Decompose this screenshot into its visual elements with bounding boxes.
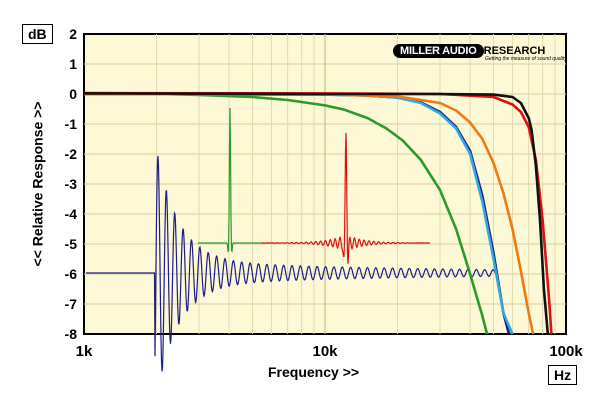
- x-tick-label: 1k: [76, 343, 93, 360]
- x-axis-label: Frequency >>: [268, 364, 360, 380]
- impulse-green: [198, 107, 262, 253]
- y-tick-label: -5: [65, 236, 78, 252]
- y-tick-label: -2: [65, 146, 78, 162]
- brand-name: MILLER AUDIO: [393, 44, 484, 58]
- y-axis-label: << Relative Response >>: [29, 101, 46, 267]
- brand-tagline: Getting the measure of sound quality: [485, 56, 567, 62]
- impulse-response-insets: [86, 107, 498, 372]
- brand-research: RESEARCH: [483, 45, 546, 57]
- y-tick-label: 2: [69, 26, 77, 42]
- x-tick-labels: 1k 10k 100k: [76, 343, 584, 360]
- series-line-0: [84, 92, 489, 335]
- x-tick-label: 100k: [549, 343, 583, 360]
- series-line-3: [83, 92, 535, 335]
- impulse-blue: [86, 155, 498, 372]
- y-tick-label: -3: [65, 176, 78, 192]
- y-tick-label: -1: [65, 116, 78, 132]
- y-tick-label: -4: [65, 206, 78, 222]
- y-tick-labels: 2 1 0 -1 -2 -3 -4 -5 -6 -7 -8: [65, 26, 78, 342]
- y-unit-label: dB: [22, 24, 53, 44]
- series-line-5: [83, 92, 550, 335]
- x-tick-label: 10k: [312, 343, 338, 360]
- brand-logo: MILLER AUDIO RESEARCH Getting the measure…: [393, 41, 567, 63]
- y-tick-label: -6: [65, 266, 78, 282]
- series-group: [83, 91, 553, 335]
- y-tick-label: 0: [69, 86, 77, 102]
- y-tick-label: -8: [65, 326, 78, 342]
- y-tick-label: 1: [69, 56, 77, 72]
- impulse-red: [262, 132, 430, 264]
- x-unit-label: Hz: [548, 365, 578, 385]
- y-tick-label: -7: [65, 296, 78, 312]
